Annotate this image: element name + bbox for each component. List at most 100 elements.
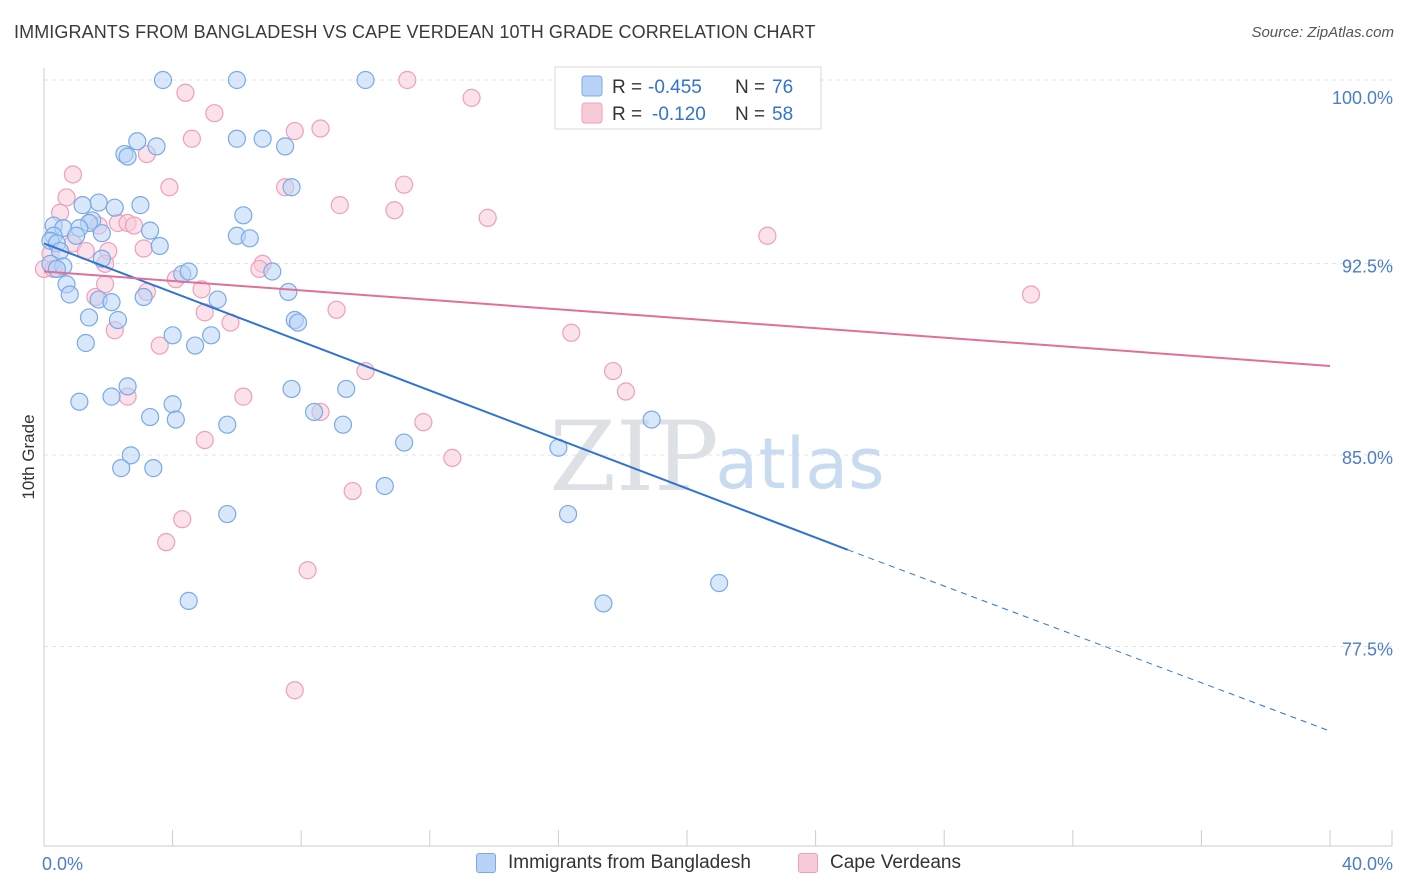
- legend-n-value: 76: [772, 77, 793, 98]
- bangladesh-point: [227, 129, 246, 148]
- legend-r-label: R =: [612, 77, 642, 98]
- bangladesh-point: [147, 137, 166, 156]
- bangladesh-point: [394, 433, 414, 452]
- legend-item-bangladesh[interactable]: Immigrants from Bangladesh: [476, 852, 751, 874]
- legend-swatch-blue: [581, 75, 603, 97]
- bangladesh-point: [102, 387, 121, 406]
- bangladesh-point: [356, 70, 375, 90]
- bangladesh-point: [134, 287, 153, 307]
- bangladesh-point: [89, 193, 108, 212]
- bangladesh-point: [118, 147, 137, 166]
- chart-title: IMMIGRANTS FROM BANGLADESH VS CAPE VERDE…: [14, 22, 816, 42]
- bangladesh-point: [710, 573, 729, 593]
- cape-verdean-point: [603, 361, 623, 381]
- bangladesh-point: [263, 262, 282, 281]
- trend-line-cape-verdeans: [43, 270, 1331, 367]
- cape-verdean-point: [124, 216, 144, 235]
- bangladesh-point: [140, 221, 160, 240]
- x-tick-label-min: 0.0%: [42, 854, 83, 874]
- cape-verdean-point: [182, 129, 201, 148]
- legend-item-cape-verdeans[interactable]: Cape Verdeans: [798, 852, 961, 874]
- legend-label-cape-verdeans: Cape Verdeans: [830, 852, 961, 873]
- legend-r-value: -0.455: [648, 77, 702, 98]
- cape-verdean-point: [758, 226, 777, 245]
- legend-r-value: -0.120: [652, 104, 706, 125]
- bangladesh-point: [304, 402, 324, 422]
- bangladesh-point: [131, 196, 150, 215]
- legend-swatch-cape-verdeans: [798, 853, 818, 873]
- legend-swatch-pink: [581, 102, 603, 124]
- y-tick-label: 100.0%: [1332, 88, 1393, 108]
- bangladesh-point: [333, 415, 353, 434]
- bangladesh-point: [163, 395, 182, 414]
- cape-verdean-point: [195, 430, 214, 450]
- bangladesh-point: [218, 415, 237, 434]
- bangladesh-point: [144, 459, 163, 478]
- y-axis-label: 10th Grade: [19, 414, 38, 499]
- cape-verdean-point: [443, 448, 462, 467]
- legend-box: R = -0.455 N = 76 R = -0.120 N = 58: [554, 66, 822, 130]
- bangladesh-point: [288, 313, 308, 332]
- cape-verdean-point: [414, 413, 433, 432]
- bangladesh-point: [128, 132, 147, 151]
- bangladesh-point: [105, 198, 124, 217]
- cape-verdean-point: [462, 88, 481, 107]
- bangladesh-point: [276, 137, 295, 156]
- bangladesh-point: [282, 178, 301, 197]
- bangladesh-point: [240, 229, 259, 248]
- y-tick-label: 77.5%: [1342, 640, 1393, 660]
- bangladesh-point: [140, 407, 160, 427]
- bangladesh-point: [337, 379, 356, 399]
- cape-verdean-point: [176, 83, 195, 102]
- watermark-zip: ZIP: [549, 401, 718, 513]
- bangladesh-point: [279, 282, 298, 302]
- axes: [43, 68, 1393, 847]
- cape-verdean-point: [478, 208, 497, 227]
- series-immigrants-from-bangladesh: [41, 70, 729, 613]
- bangladesh-point: [92, 224, 111, 243]
- cape-verdean-point: [385, 201, 404, 220]
- cape-verdean-point: [616, 382, 636, 401]
- bangladesh-point: [253, 129, 272, 148]
- bangladesh-point: [67, 226, 86, 245]
- watermark-atlas: atlas: [715, 423, 884, 505]
- grid-lines: [44, 79, 1392, 647]
- bangladesh-point: [179, 591, 198, 610]
- y-tick-label: 85.0%: [1342, 448, 1393, 468]
- cape-verdean-point: [192, 280, 211, 299]
- x-tick-label-max: 40.0%: [1342, 854, 1393, 874]
- bangladesh-point: [186, 336, 205, 355]
- bangladesh-point: [202, 326, 221, 345]
- legend-swatch-bangladesh: [476, 853, 496, 873]
- source-credit: Source: ZipAtlas.com: [1251, 24, 1394, 41]
- watermark: ZIP atlas: [549, 401, 884, 513]
- cape-verdean-point: [330, 196, 349, 215]
- cape-verdean-point: [173, 510, 192, 529]
- trend-line-bangladesh: [43, 242, 849, 551]
- bangladesh-point: [218, 504, 237, 524]
- trend-line-bangladesh-extension: [847, 549, 1331, 732]
- cape-verdean-point: [205, 104, 224, 123]
- bangladesh-point: [73, 196, 92, 215]
- bangladesh-point: [594, 594, 613, 613]
- cape-verdean-point: [95, 275, 115, 294]
- bangladesh-point: [76, 333, 95, 353]
- bangladesh-point: [163, 326, 182, 345]
- cape-verdean-point: [327, 300, 346, 319]
- cape-verdean-point: [160, 178, 179, 197]
- bangladesh-point: [47, 259, 66, 279]
- cape-verdean-point: [398, 70, 417, 90]
- bangladesh-point: [208, 290, 227, 309]
- cape-verdean-point: [63, 165, 83, 184]
- cape-verdean-point: [285, 121, 304, 141]
- bangladesh-point: [234, 206, 253, 225]
- bangladesh-point: [79, 308, 99, 327]
- bangladesh-point: [108, 310, 128, 330]
- bangladesh-point: [227, 70, 246, 90]
- legend-n-value: 58: [772, 104, 793, 125]
- bangladesh-point: [60, 285, 79, 304]
- y-tick-labels: 77.5% 85.0% 92.5% 100.0%: [1332, 88, 1393, 660]
- bangladesh-point: [558, 504, 578, 524]
- legend-n-label: N =: [735, 104, 765, 125]
